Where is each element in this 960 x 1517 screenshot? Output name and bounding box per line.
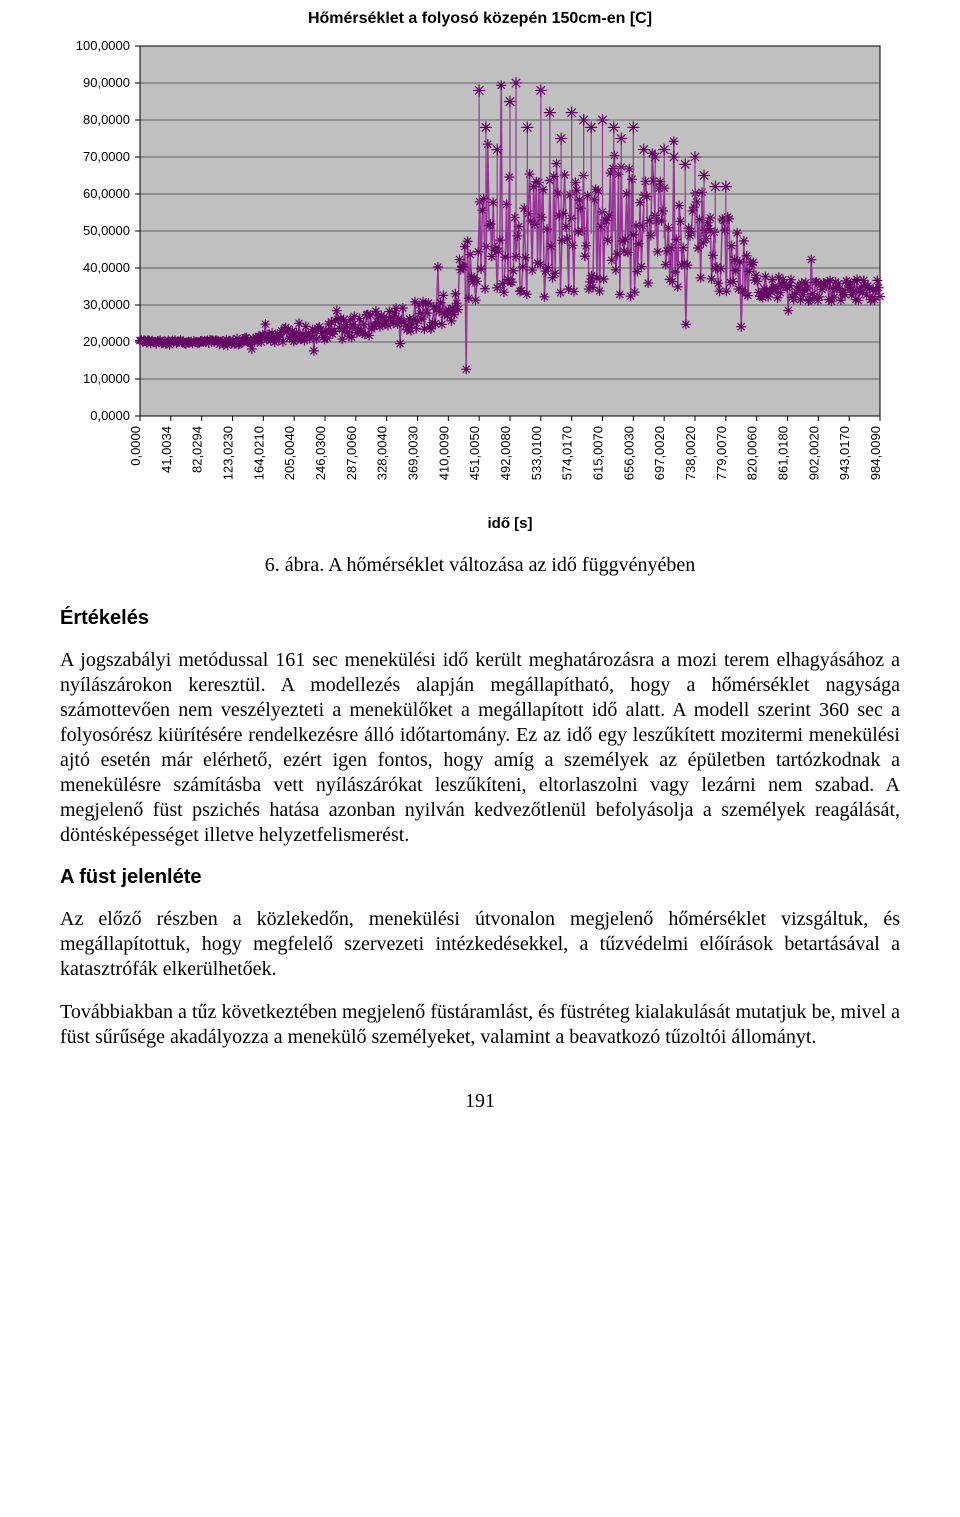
svg-text:90,0000: 90,0000 [83,75,130,90]
svg-text:697,0020: 697,0020 [652,426,667,480]
svg-text:30,0000: 30,0000 [83,297,130,312]
svg-text:451,0050: 451,0050 [467,426,482,480]
paragraph-evaluation: A jogszabályi metódussal 161 sec menekül… [60,648,900,848]
svg-text:369,0030: 369,0030 [406,426,421,480]
svg-text:287,0060: 287,0060 [344,426,359,480]
svg-text:820,0060: 820,0060 [745,426,760,480]
page-number: 191 [60,1090,900,1113]
svg-text:idő [s]: idő [s] [488,515,533,532]
svg-text:902,0020: 902,0020 [806,426,821,480]
svg-text:984,0090: 984,0090 [868,426,883,480]
section-heading-evaluation: Értékelés [60,607,900,630]
svg-text:779,0070: 779,0070 [714,426,729,480]
svg-text:328,0040: 328,0040 [375,426,390,480]
svg-text:80,0000: 80,0000 [83,112,130,127]
svg-text:0,0000: 0,0000 [90,408,130,423]
svg-text:615,0070: 615,0070 [591,426,606,480]
paragraph-smoke-1: Az előző részben a közlekedőn, menekülés… [60,907,900,982]
svg-text:533,0100: 533,0100 [529,426,544,480]
svg-text:656,0030: 656,0030 [621,426,636,480]
svg-text:574,0170: 574,0170 [560,426,575,480]
svg-text:123,0230: 123,0230 [221,426,236,480]
svg-text:50,0000: 50,0000 [83,223,130,238]
svg-text:10,0000: 10,0000 [83,371,130,386]
svg-text:861,0180: 861,0180 [776,426,791,480]
svg-text:164,0210: 164,0210 [251,426,266,480]
svg-text:0,0000: 0,0000 [128,426,143,466]
svg-text:410,0090: 410,0090 [436,426,451,480]
figure-caption: 6. ábra. A hőmérséklet változása az idő … [60,554,900,577]
chart: 0,0000 10,0000 20,0000 30,0000 40,0000 50,000… [60,36,900,536]
svg-text:20,0000: 20,0000 [83,334,130,349]
svg-text:205,0040: 205,0040 [282,426,297,480]
svg-text:246,0300: 246,0300 [313,426,328,480]
svg-text:60,0000: 60,0000 [83,186,130,201]
svg-text:100,0000: 100,0000 [76,38,130,53]
svg-text:41,0034: 41,0034 [159,426,174,473]
svg-text:738,0020: 738,0020 [683,426,698,480]
svg-text:82,0294: 82,0294 [190,426,205,473]
section-heading-smoke: A füst jelenléte [60,866,900,889]
svg-text:943,0170: 943,0170 [837,426,852,480]
svg-text:40,0000: 40,0000 [83,260,130,275]
svg-text:70,0000: 70,0000 [83,149,130,164]
svg-text:492,0080: 492,0080 [498,426,513,480]
paragraph-smoke-2: Továbbiakban a tűz következtében megjele… [60,1000,900,1050]
chart-title: Hőmérséklet a folyosó közepén 150cm-en [… [60,10,900,28]
